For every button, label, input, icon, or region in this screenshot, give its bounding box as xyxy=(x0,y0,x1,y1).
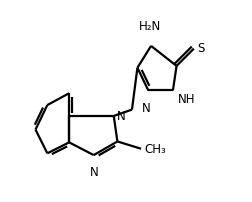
Text: H₂N: H₂N xyxy=(139,20,161,33)
Text: N: N xyxy=(142,101,150,114)
Text: N: N xyxy=(116,109,125,122)
Text: S: S xyxy=(196,42,204,55)
Text: CH₃: CH₃ xyxy=(144,143,165,156)
Text: N: N xyxy=(90,165,99,178)
Text: NH: NH xyxy=(177,93,194,106)
